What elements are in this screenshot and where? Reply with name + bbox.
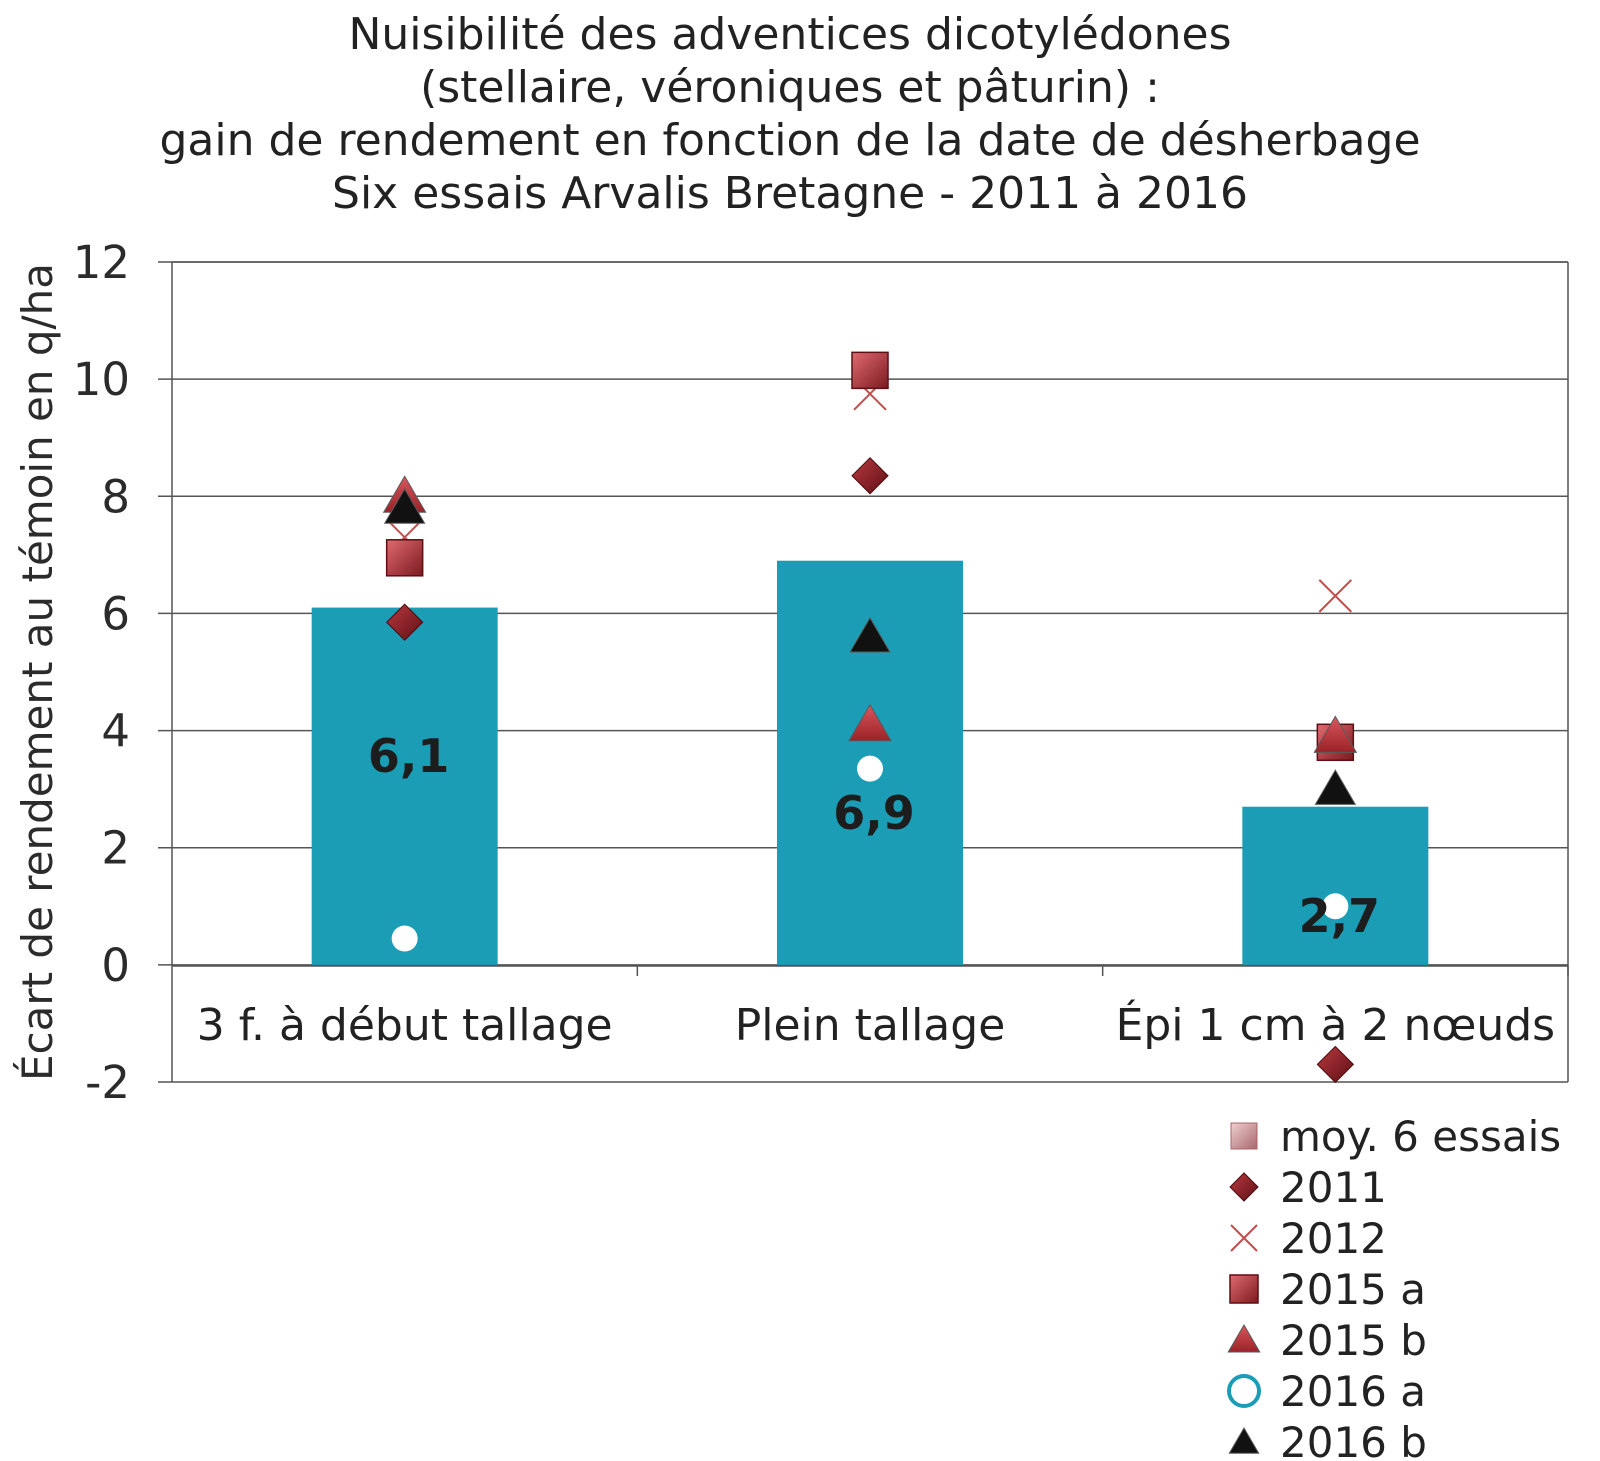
legend-swatch-average bbox=[1230, 1122, 1258, 1150]
x-category-label: Plein tallage bbox=[735, 1000, 1006, 1051]
y-tick-label: 0 bbox=[101, 939, 130, 992]
y-tick-label: 2 bbox=[101, 822, 130, 875]
legend-label: 2016 b bbox=[1280, 1418, 1427, 1461]
legend-item: 2015 a bbox=[1229, 1265, 1426, 1314]
title-line-3: gain de rendement en fonction de la date… bbox=[159, 115, 1421, 166]
average-bar bbox=[311, 607, 498, 965]
title-line-2: (stellaire, véroniques et pâturin) : bbox=[420, 62, 1160, 113]
marker-diamond bbox=[851, 457, 889, 495]
legend-item: 2016 a bbox=[1227, 1367, 1426, 1416]
x-category-label: 3 f. à début tallage bbox=[197, 1000, 613, 1051]
marker-triangle bbox=[848, 703, 892, 742]
marker-triangle bbox=[1227, 1324, 1261, 1353]
marker-diamond bbox=[1316, 1045, 1355, 1084]
bars bbox=[311, 560, 1429, 965]
y-tick-label: 4 bbox=[101, 705, 130, 758]
x-category-label: Épi 1 cm à 2 nœuds bbox=[1116, 998, 1556, 1051]
marker-diamond bbox=[1229, 1172, 1259, 1202]
marker-circle bbox=[391, 925, 418, 952]
chart-title: Nuisibilité des adventices dicotylédones… bbox=[0, 8, 1580, 220]
marker-triangle bbox=[1313, 715, 1358, 753]
marker-circle bbox=[857, 755, 883, 782]
title-line-4: Six essais Arvalis Bretagne - 2011 à 201… bbox=[332, 168, 1248, 219]
y-tick-label: 12 bbox=[73, 236, 130, 289]
marker-circle-legend bbox=[1227, 1374, 1261, 1408]
marker-diamond bbox=[385, 603, 424, 641]
legend-item: 2012 bbox=[1230, 1214, 1387, 1263]
marker-square bbox=[385, 539, 424, 577]
marker-triangle-black bbox=[383, 488, 426, 524]
average-bar bbox=[1242, 806, 1429, 965]
marker-triangle-black bbox=[849, 616, 891, 653]
marker-cross bbox=[1318, 579, 1353, 613]
marker-square bbox=[1229, 1274, 1259, 1304]
y-tick-label: -2 bbox=[85, 1056, 130, 1109]
legend-item: moy. 6 essais bbox=[1230, 1112, 1561, 1161]
y-axis-title: Écart de rendement au témoin en q/ha bbox=[12, 263, 62, 1081]
bar-data-label: 6,9 bbox=[833, 786, 915, 840]
marker-cross bbox=[1230, 1224, 1258, 1252]
marker-triangle-black bbox=[1228, 1427, 1260, 1454]
marker-circle bbox=[1322, 893, 1349, 920]
axes bbox=[171, 261, 1569, 1082]
y-tick-label: 10 bbox=[73, 353, 130, 406]
legend-label: 2015 a bbox=[1280, 1265, 1426, 1314]
bar-data-label: 2,7 bbox=[1299, 889, 1381, 943]
bar-data-label: 6,1 bbox=[368, 729, 450, 783]
marker-square bbox=[851, 351, 889, 390]
legend-label: 2016 a bbox=[1280, 1367, 1426, 1416]
title-line-1: Nuisibilité des adventices dicotylédones bbox=[348, 9, 1232, 60]
legend-label: moy. 6 essais bbox=[1280, 1112, 1561, 1161]
legend-label: 2012 bbox=[1280, 1214, 1387, 1263]
legend-item: 2015 b bbox=[1227, 1316, 1427, 1365]
legend-label: 2011 bbox=[1280, 1163, 1387, 1212]
marker-triangle-black bbox=[1314, 769, 1357, 805]
y-tick-label: 6 bbox=[101, 587, 130, 640]
legend-item: 2011 bbox=[1229, 1163, 1387, 1212]
labels: 12 10 8 6 4 2 0 -2 6,1 6,9 2,7 3 f. à début tallage… bbox=[12, 236, 1555, 1109]
markers bbox=[382, 351, 1358, 1084]
y-tick-label: 8 bbox=[101, 470, 130, 523]
legend-label: 2015 b bbox=[1280, 1316, 1427, 1365]
legend-item: 2016 b bbox=[1228, 1418, 1427, 1461]
